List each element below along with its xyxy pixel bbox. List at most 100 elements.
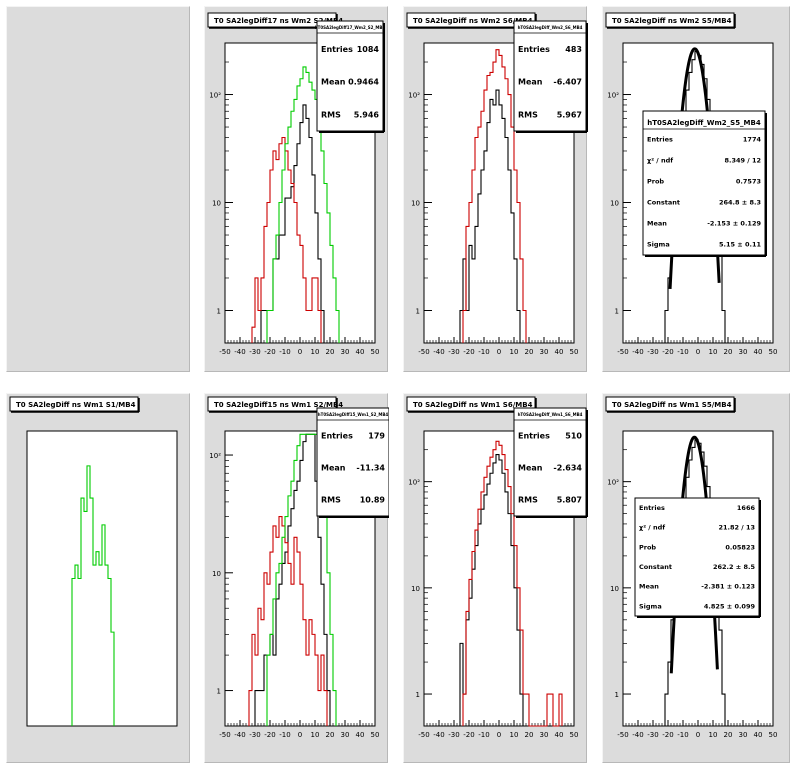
- pad-4: -50 -40 -30 -20 -10 0 10 20 30 40 50 1 10 10² T0 SA2le…: [602, 6, 790, 372]
- stats-label: Entries: [518, 432, 550, 441]
- x-tick-label: 20: [724, 731, 733, 739]
- y-tick-label: 10: [610, 200, 619, 208]
- stats-name: hT0SA2legDiff17_Wm2_S2_MB4: [315, 25, 386, 30]
- x-tick-label: 50: [570, 348, 579, 356]
- x-tick-label: -20: [264, 731, 275, 739]
- x-tick-label: 50: [769, 731, 778, 739]
- stats-label: Sigma: [639, 602, 662, 610]
- stats-value: 8.349 / 12: [724, 157, 761, 165]
- x-tick-label: 50: [570, 731, 579, 739]
- y-tick-label: 1: [615, 691, 619, 699]
- x-tick-label: -30: [448, 348, 459, 356]
- stats-label: Constant: [647, 199, 680, 207]
- x-tick-label: 10: [709, 348, 718, 356]
- histogram-svg: -50 -40 -30 -20 -10 0 10 20 30 40 50 1 10 10² T0 SA2le…: [605, 396, 778, 739]
- stats-value: 10.89: [360, 496, 386, 505]
- x-tick-label: -50: [617, 348, 628, 356]
- stats-label: Entries: [321, 432, 353, 441]
- plot-frame: [26, 430, 178, 727]
- histogram-svg: -50 -40 -30 -20 -10 0 10 20 30 40 50 1 10 10² T0 SA2le…: [207, 396, 389, 739]
- histogram-series: [260, 104, 325, 343]
- x-tick-label: 10: [311, 348, 320, 356]
- stats-label: Entries: [647, 136, 673, 144]
- histogram-title: T0 SA2legDiff ns Wm2 S5/MB4: [612, 17, 732, 25]
- stats-label: Sigma: [647, 241, 670, 249]
- pad-2: -50 -40 -30 -20 -10 0 10 20 30 40 50 1 10 10² T0 SA2le…: [204, 6, 388, 372]
- pad-1: [6, 6, 190, 372]
- x-tick-label: -10: [677, 731, 688, 739]
- stats-value: -2.634: [553, 464, 582, 473]
- stats-value: 4.825 ± 0.099: [704, 602, 756, 610]
- x-tick-label: 40: [754, 348, 763, 356]
- x-tick-label: -30: [448, 731, 459, 739]
- histogram-title: T0 SA2legDiff ns Wm1 S5/MB4: [612, 401, 732, 409]
- x-tick-label: -30: [647, 348, 658, 356]
- stats-label: χ² / ndf: [647, 157, 673, 165]
- stats-label: Mean: [639, 583, 659, 591]
- y-tick-label: 1: [217, 688, 221, 696]
- stats-value: 5.946: [354, 110, 380, 119]
- y-tick-label: 10²: [607, 479, 619, 487]
- x-tick-label: 10: [709, 731, 718, 739]
- histogram-series: [462, 49, 527, 343]
- x-tick-label: 40: [356, 348, 365, 356]
- y-tick-label: 10: [411, 200, 420, 208]
- x-tick-label: 30: [341, 731, 350, 739]
- histogram-title: T0 SA2legDiff ns Wm2 S6/MB4: [413, 17, 533, 25]
- x-tick-label: 20: [525, 348, 534, 356]
- title-box: [406, 396, 536, 412]
- histogram-title: T0 SA2legDiff17 ns Wm2 S2/MB4: [214, 17, 343, 25]
- x-tick-label: -40: [234, 731, 245, 739]
- stats-value: 21.82 / 13: [718, 524, 755, 532]
- stats-box: [634, 497, 760, 617]
- stats-value: 5.807: [557, 496, 582, 505]
- histogram-svg: -50 -40 -30 -20 -10 0 10 20 30 40 50 1 10 10² T0 SA2le…: [406, 12, 588, 356]
- x-tick-label: 0: [497, 348, 501, 356]
- stats-value: 1666: [737, 504, 756, 512]
- x-tick-label: -10: [279, 348, 290, 356]
- x-tick-label: -50: [219, 348, 230, 356]
- x-tick-label: 30: [540, 731, 549, 739]
- stats-value: 262.2 ± 8.5: [713, 563, 756, 571]
- stats-value: -2.153 ± 0.129: [707, 220, 761, 228]
- stats-value: 264.8 ± 8.3: [719, 199, 761, 207]
- title-box: [605, 396, 735, 412]
- stats-value: -2.381 ± 0.123: [701, 583, 755, 591]
- pad-6: -50 -40 -30 -20 -10 0 10 20 30 40 50 1 10 10² T0 SA2le…: [204, 393, 389, 763]
- x-tick-label: 20: [724, 348, 733, 356]
- x-tick-label: -20: [264, 348, 275, 356]
- stats-label: Entries: [639, 504, 665, 512]
- x-tick-label: 0: [696, 731, 700, 739]
- stats-value: 0.9464: [348, 78, 379, 87]
- y-tick-label: 10: [610, 585, 619, 593]
- histogram-svg: -50 -40 -30 -20 -10 0 10 20 30 40 50 1 10 10² T0 SA2le…: [207, 12, 386, 356]
- stats-name: hT0SA2legDiff_Wm2_S5_MB4: [647, 119, 761, 127]
- x-tick-label: -20: [662, 731, 673, 739]
- x-tick-label: 0: [298, 731, 302, 739]
- x-tick-label: 20: [326, 731, 335, 739]
- x-tick-label: 30: [739, 731, 748, 739]
- x-tick-label: 0: [696, 348, 700, 356]
- y-tick-label: 1: [615, 307, 619, 315]
- x-tick-label: 40: [555, 731, 564, 739]
- stats-value: 510: [565, 432, 582, 441]
- x-tick-label: 0: [497, 731, 501, 739]
- x-tick-label: 10: [311, 731, 320, 739]
- y-tick-label: 10²: [209, 92, 221, 100]
- stats-label: Mean: [518, 78, 543, 87]
- pad-8: -50 -40 -30 -20 -10 0 10 20 30 40 50 1 10 10² T0 SA2le…: [602, 393, 790, 763]
- y-tick-label: 10²: [209, 452, 221, 460]
- x-tick-label: 50: [769, 348, 778, 356]
- stats-label: Entries: [321, 45, 353, 54]
- x-tick-label: 0: [298, 348, 302, 356]
- x-tick-label: -20: [463, 348, 474, 356]
- y-tick-label: 1: [416, 307, 420, 315]
- pad-7: -50 -40 -30 -20 -10 0 10 20 30 40 50 1 10 10² T0 SA2le…: [403, 393, 588, 763]
- stats-name: hT0SA2legDiff_Wm2_S6_MB4: [518, 25, 583, 30]
- histogram-svg: -50 -40 -30 -20 -10 0 10 20 30 40 50 1 10 10² T0 SA2le…: [605, 12, 778, 356]
- x-tick-label: -50: [418, 731, 429, 739]
- x-tick-label: -10: [279, 731, 290, 739]
- stats-label: Entries: [518, 45, 550, 54]
- x-tick-label: 40: [555, 348, 564, 356]
- stats-label: Mean: [647, 220, 667, 228]
